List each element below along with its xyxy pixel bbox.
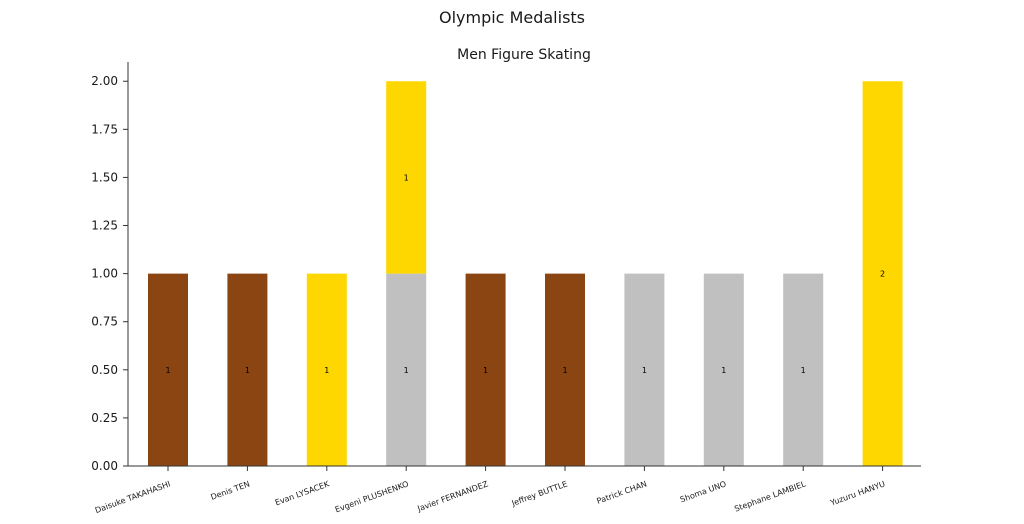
x-tick-label: Evan LYSACEK xyxy=(274,479,331,507)
y-tick-label: 1.50 xyxy=(91,170,118,184)
bar-segment xyxy=(545,273,585,466)
data-label: 1 xyxy=(483,366,488,375)
x-tick-label: Yuzuru HANYU xyxy=(828,479,886,507)
bars-layer xyxy=(148,81,903,466)
data-label: 1 xyxy=(404,366,409,375)
bar-segment xyxy=(386,81,427,274)
y-tick-label: 1.25 xyxy=(91,219,118,233)
chart-suptitle: Olympic Medalists xyxy=(439,8,585,27)
bar-segment xyxy=(306,273,347,466)
data-label: 1 xyxy=(642,366,647,375)
y-tick-label: 0.50 xyxy=(91,363,118,377)
x-tick-label: Stephane LAMBIEL xyxy=(733,479,807,513)
y-axis: 0.00 0.25 0.50 0.75 1.00 1.25 1.50 1.75 2.00 xyxy=(91,62,129,473)
bar-segment xyxy=(703,273,744,466)
data-label: 1 xyxy=(245,366,250,375)
x-tick-label: Denis TEN xyxy=(209,479,251,501)
x-tick-label: Patrick CHAN xyxy=(596,479,649,505)
y-tick-label: 1.75 xyxy=(91,122,118,136)
data-label: 1 xyxy=(404,173,409,182)
bar-segment xyxy=(148,273,188,466)
bar-segment xyxy=(783,273,824,466)
y-tick-label: 1.00 xyxy=(91,267,118,281)
data-labels-layer: 1 1 1 1 1 1 1 1 1 1 2 xyxy=(165,173,885,374)
y-tick-label: 0.75 xyxy=(91,315,118,329)
y-tick-label: 2.00 xyxy=(91,74,118,88)
x-axis: Daisuke TAKAHASHI Denis TEN Evan LYSACEK Ev… xyxy=(94,465,921,515)
data-label: 1 xyxy=(165,366,170,375)
y-tick-label: 0.25 xyxy=(91,411,118,425)
data-label: 1 xyxy=(801,366,806,375)
bar-segment xyxy=(862,81,903,466)
x-tick-label: Jeffrey BUTTLE xyxy=(510,479,569,508)
bar-segment xyxy=(465,273,506,466)
data-label: 1 xyxy=(562,366,567,375)
bar-segment xyxy=(624,273,665,466)
x-tick-label: Javier FERNANDEZ xyxy=(415,479,489,513)
data-label: 2 xyxy=(880,270,885,279)
bar-segment xyxy=(386,273,427,466)
chart-title: Men Figure Skating xyxy=(457,47,591,63)
bar-segment xyxy=(227,273,268,466)
data-label: 1 xyxy=(324,366,329,375)
x-tick-label: Shoma UNO xyxy=(679,479,728,504)
x-tick-label: Daisuke TAKAHASHI xyxy=(94,479,172,515)
data-label: 1 xyxy=(721,366,726,375)
y-tick-label: 0.00 xyxy=(91,459,118,473)
x-tick-label: Evgeni PLUSHENKO xyxy=(334,479,410,514)
